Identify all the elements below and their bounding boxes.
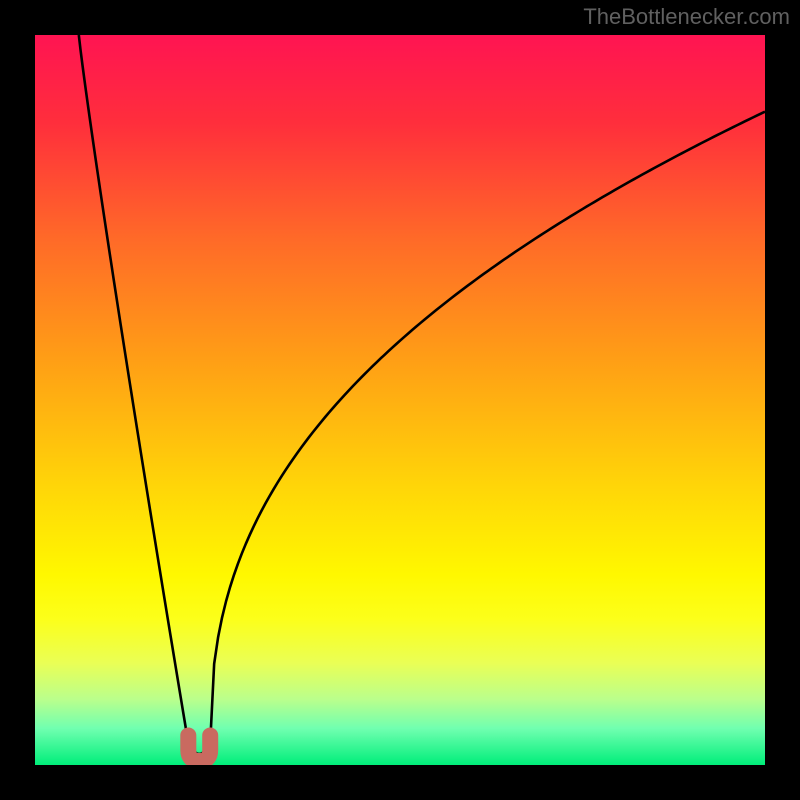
watermark-text: TheBottlenecker.com (583, 4, 790, 30)
bottleneck-curve-chart (0, 0, 800, 800)
chart-container: TheBottlenecker.com (0, 0, 800, 800)
gradient-plot-area (35, 35, 765, 765)
